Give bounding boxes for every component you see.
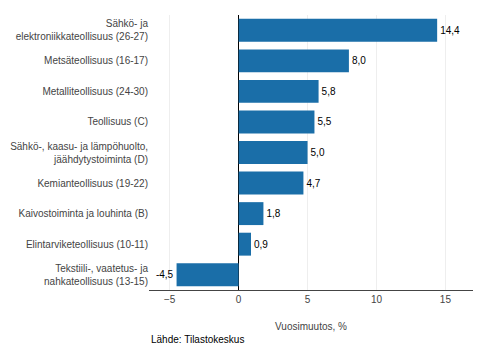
svg-text:8,0: 8,0 (352, 55, 366, 66)
svg-text:Metalliteollisuus (24-30): Metalliteollisuus (24-30) (42, 86, 148, 97)
svg-text:-4,5: -4,5 (156, 269, 174, 280)
svg-text:Lähde: Tilastokeskus: Lähde: Tilastokeskus (151, 334, 244, 345)
svg-text:4,7: 4,7 (306, 178, 320, 189)
svg-text:0,9: 0,9 (254, 239, 268, 250)
svg-text:Sähkö-, kaasu- ja lämpöhuolto,: Sähkö-, kaasu- ja lämpöhuolto,jäähdytyst… (10, 141, 148, 165)
svg-text:5,5: 5,5 (317, 116, 331, 127)
svg-text:15: 15 (440, 294, 452, 305)
svg-text:Kemianteollisuus (19-22): Kemianteollisuus (19-22) (37, 178, 148, 189)
svg-text:Tekstiili-, vaatetus- janahkat: Tekstiili-, vaatetus- janahkateollisuus … (44, 263, 148, 287)
svg-text:Kaivostoiminta ja louhinta (B): Kaivostoiminta ja louhinta (B) (18, 208, 148, 219)
svg-text:5: 5 (305, 294, 311, 305)
svg-text:5,0: 5,0 (311, 147, 325, 158)
svg-text:Vuosimuutos, %: Vuosimuutos, % (275, 321, 347, 332)
svg-text:1,8: 1,8 (266, 208, 280, 219)
svg-text:Elintarviketeollisuus (10-11): Elintarviketeollisuus (10-11) (26, 239, 148, 250)
svg-text:5,8: 5,8 (322, 86, 336, 97)
svg-text:14,4: 14,4 (440, 25, 460, 36)
svg-text:Teollisuus (C): Teollisuus (C) (87, 116, 148, 127)
svg-text:Sähkö- jaelektroniikkateollisu: Sähkö- jaelektroniikkateollisuus (26-27) (16, 18, 149, 42)
svg-text:−5: −5 (164, 294, 176, 305)
svg-text:0: 0 (236, 294, 242, 305)
svg-text:10: 10 (371, 294, 383, 305)
svg-text:Metsäteollisuus (16-17): Metsäteollisuus (16-17) (44, 55, 148, 66)
